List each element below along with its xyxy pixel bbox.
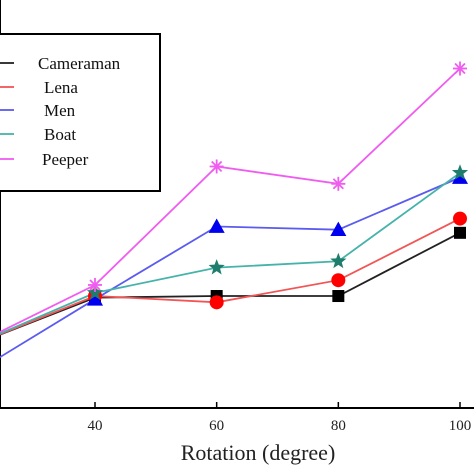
legend-box <box>0 33 161 192</box>
legend-label-men: Men <box>44 101 76 120</box>
x-ticks: 40 60 80 100 <box>88 402 472 434</box>
legend-label-cameraman: Cameraman <box>38 54 121 73</box>
data-point-lena <box>331 273 346 288</box>
series-markers <box>86 61 469 310</box>
data-point-lena <box>209 295 224 310</box>
x-tick-label: 40 <box>88 418 103 434</box>
x-tick-label: 60 <box>209 418 224 434</box>
data-point-peeper <box>453 61 467 76</box>
series-line-boat <box>0 172 461 335</box>
legend-label-lena: Lena <box>44 78 78 97</box>
series-line-cameraman <box>0 232 461 336</box>
data-point-boat <box>330 252 347 269</box>
data-point-men <box>330 221 347 237</box>
data-point-men <box>208 218 225 233</box>
x-tick-label: 80 <box>331 418 346 434</box>
data-point-cameraman <box>454 226 466 239</box>
data-point-lena <box>453 211 467 226</box>
series-line-men <box>0 176 461 359</box>
series-line-lena <box>0 217 461 336</box>
data-point-peeper <box>209 159 224 174</box>
data-point-men <box>452 169 468 184</box>
data-point-boat <box>208 259 225 275</box>
legend-label-peeper: Peeper <box>42 150 89 169</box>
data-point-peeper <box>88 277 102 292</box>
data-point-cameraman <box>332 290 345 303</box>
data-point-boat <box>451 164 469 180</box>
data-point-peeper <box>331 176 346 191</box>
legend: Cameraman Lena Men Boat Peeper <box>0 33 161 192</box>
x-tick-label: 100 <box>449 418 472 434</box>
x-axis-label: Rotation (degree) <box>181 440 336 465</box>
legend-label-boat: Boat <box>44 125 76 144</box>
data-point-boat <box>86 284 104 300</box>
data-point-men <box>87 291 103 306</box>
